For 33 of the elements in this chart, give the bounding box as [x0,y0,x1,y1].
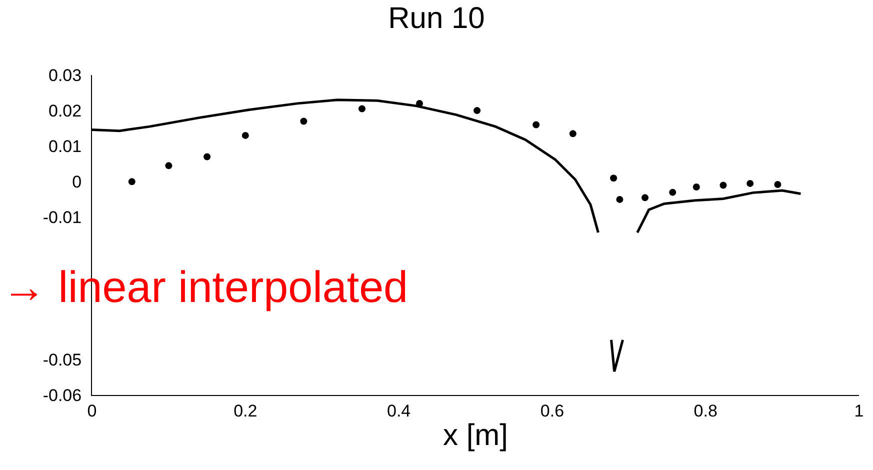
point [165,162,172,170]
y-tick-label: -0.01 [42,208,82,228]
y-tick-label: -0.06 [42,386,82,405]
point [242,132,249,139]
y-tick-label: 0.03 [48,66,82,85]
x-tick-label: 0.4 [386,401,411,420]
chart-title: Run 10 [388,2,485,36]
point [669,188,676,196]
x-tick-label: 1 [854,401,864,420]
point [416,100,424,107]
point [569,130,576,138]
point [746,180,754,187]
point [532,121,540,128]
y-tick-label: 0.02 [48,102,82,121]
y-tick-label: 0 [72,172,82,192]
point [128,178,136,186]
point [616,196,624,203]
x-tick-label: 0.8 [694,401,718,420]
point [474,107,481,114]
x-tick-label: 0.2 [234,401,258,420]
point [300,118,308,125]
x-tick-label: 0.6 [540,401,564,420]
x-tick-label: 0 [87,401,97,420]
y-tick-label: 0.01 [48,137,82,156]
point [774,181,782,188]
y-tick-label: -0.05 [42,350,82,370]
x-axis-title: x [m] [443,418,508,452]
point [720,182,727,189]
point [610,174,618,182]
point [642,194,649,202]
point [358,105,366,112]
point [204,153,211,160]
point [692,184,700,190]
